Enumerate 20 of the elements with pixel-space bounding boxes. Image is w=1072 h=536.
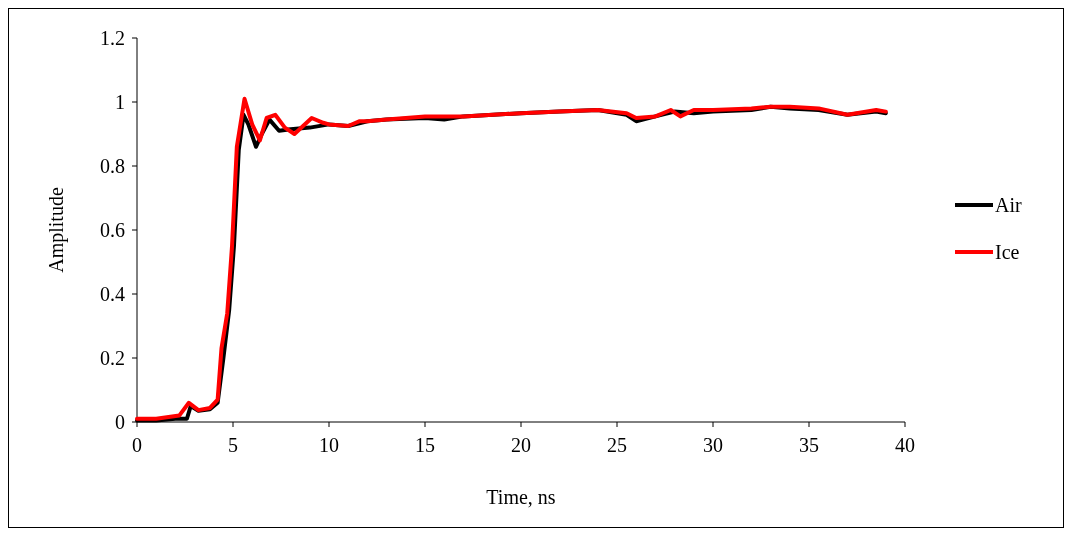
legend-label: Air xyxy=(995,194,1022,216)
x-tick-label: 40 xyxy=(895,434,915,456)
y-tick-label: 0.4 xyxy=(100,283,125,305)
y-axis-title: Amplitude xyxy=(45,187,68,273)
x-tick-label: 30 xyxy=(703,434,723,456)
x-tick-label: 15 xyxy=(415,434,435,456)
x-tick-label: 35 xyxy=(799,434,819,456)
legend-label: Ice xyxy=(995,241,1020,263)
x-tick-label: 5 xyxy=(228,434,238,456)
x-tick-label: 20 xyxy=(511,434,531,456)
y-tick-label: 1 xyxy=(115,91,125,113)
y-tick-label: 0.2 xyxy=(100,347,125,369)
x-tick-label: 25 xyxy=(607,434,627,456)
y-tick-label: 0.8 xyxy=(100,155,125,177)
y-tick-label: 1.2 xyxy=(100,27,125,49)
x-axis-title: Time, ns xyxy=(486,486,556,508)
y-tick-label: 0.6 xyxy=(100,219,125,241)
x-tick-label: 0 xyxy=(132,434,142,456)
y-tick-label: 0 xyxy=(115,411,125,433)
x-tick-label: 10 xyxy=(319,434,339,456)
